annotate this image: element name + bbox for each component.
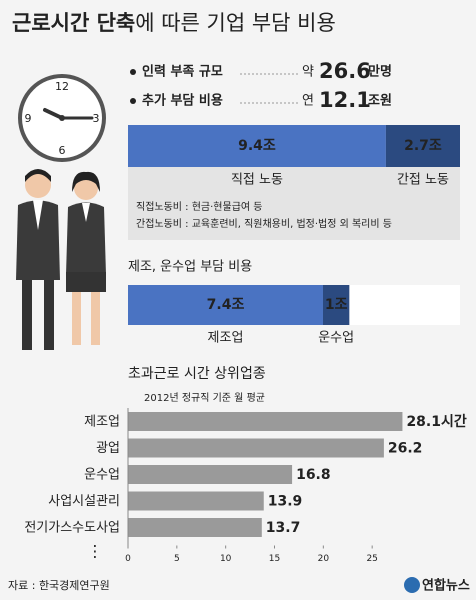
subtitle: 2012년 정규직 기준 월 평균 xyxy=(144,392,265,404)
svg-text:12: 12 xyxy=(55,80,69,93)
logo: 연합뉴스 xyxy=(404,577,470,594)
fact-value: 26.6 xyxy=(319,59,371,83)
svg-text:3: 3 xyxy=(93,112,100,125)
category-label: 광업 xyxy=(96,441,120,456)
segment-name: 제조업 xyxy=(208,331,244,346)
fact-label: 추가 부담 비용 xyxy=(142,93,223,109)
category-label: 운수업 xyxy=(84,468,120,483)
title: 근로시간 단축에 따른 기업 부담 비용 xyxy=(12,11,336,35)
bar xyxy=(128,438,384,458)
source: 자료 : 한국경제연구원 xyxy=(8,579,110,592)
value-label: 28.1시간 xyxy=(406,413,466,430)
category-label: 사업시설관리 xyxy=(48,494,120,509)
bar xyxy=(128,491,264,511)
x-tick-label: 15 xyxy=(269,554,280,564)
fact-prefix: 연 xyxy=(302,94,314,109)
value-label: 1조 xyxy=(325,297,348,313)
segment-name: 직접 노동 xyxy=(231,173,283,188)
x-tick-label: 20 xyxy=(318,554,330,564)
value-label: 7.4조 xyxy=(207,297,245,313)
bar xyxy=(128,412,403,431)
note: 간접노동비 : 교육훈련비, 직원채용비, 법정·법정 외 복리비 등 xyxy=(136,217,392,230)
value-label: 16.8 xyxy=(296,467,331,483)
svg-text:6: 6 xyxy=(59,144,66,157)
bar-segment xyxy=(385,125,460,167)
title-bold: 근로시간 단축 xyxy=(12,11,135,35)
section-title: 초과근로 시간 상위업종 xyxy=(128,366,266,382)
fact-unit: 만명 xyxy=(368,64,392,80)
bar-segment xyxy=(128,125,386,167)
bar-segment xyxy=(322,285,350,325)
fact-value: 12.1 xyxy=(319,88,371,112)
bullet xyxy=(130,98,136,104)
svg-text:9: 9 xyxy=(25,112,32,125)
category-label: 제조업 xyxy=(84,415,120,430)
section-title: 제조, 운수업 부담 비용 xyxy=(128,260,252,275)
office-workers xyxy=(16,169,106,350)
fact-label: 인력 부족 규모 xyxy=(142,64,223,80)
segment-name: 간접 노동 xyxy=(397,173,449,188)
value-label: 13.7 xyxy=(266,520,301,536)
segment-name: 운수업 xyxy=(318,331,354,346)
category-label: 전기가스수도사업 xyxy=(24,521,120,536)
x-tick-label: 10 xyxy=(220,554,232,564)
clock: 12 3 3 6 9 xyxy=(18,74,106,162)
value-label: 26.2 xyxy=(388,441,423,457)
x-tick-label: 0 xyxy=(125,554,131,564)
ellipsis: ⋮ xyxy=(87,542,103,561)
title-rest: 에 따른 기업 부담 비용 xyxy=(135,11,336,35)
fact-unit: 조원 xyxy=(368,94,392,109)
logo-text: 연합뉴스 xyxy=(422,578,470,594)
value-label: 2.7조 xyxy=(404,138,442,154)
bar xyxy=(128,465,293,484)
x-tick-label: 5 xyxy=(174,554,180,564)
note: 직접노동비 : 현금·현물급여 등 xyxy=(136,201,262,213)
bullet xyxy=(130,69,136,75)
x-tick-label: 25 xyxy=(366,554,377,564)
value-label: 13.9 xyxy=(268,494,303,510)
value-label: 9.4조 xyxy=(238,138,276,154)
bar-segment xyxy=(128,285,323,325)
fact-prefix: 약 xyxy=(302,65,314,80)
bar xyxy=(128,518,262,537)
